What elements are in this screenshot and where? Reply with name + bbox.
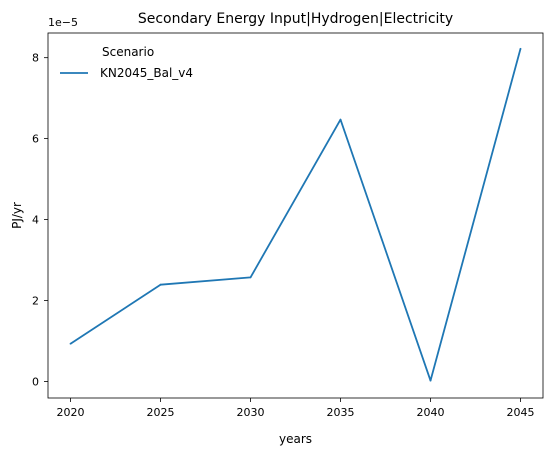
data-point [249,276,252,279]
data-point [519,47,522,50]
y-axis-ticks: 0 2 4 6 8 [32,52,48,388]
y-tick-label: 6 [32,133,39,146]
data-point [159,283,162,286]
y-tick-label: 4 [32,214,39,227]
x-tick-label: 2030 [237,406,265,419]
y-offset-label: 1e−5 [48,16,78,29]
data-point [339,118,342,121]
plot-area [47,32,544,399]
legend-label: KN2045_Bal_v4 [100,66,193,80]
y-tick-label: 2 [32,294,39,307]
y-tick-label: 0 [32,375,39,388]
y-tick-label: 8 [32,52,39,65]
data-point [429,379,432,382]
x-tick-label: 2020 [57,406,85,419]
series-layer [69,47,522,382]
x-tick-label: 2025 [147,406,175,419]
x-tick-label: 2045 [507,406,535,419]
x-axis-ticks: 2020 2025 2030 2035 2040 2045 [57,398,535,419]
x-tick-label: 2040 [417,406,445,419]
legend: Scenario KN2045_Bal_v4 [60,45,193,80]
y-axis-label: PJ/yr [10,202,24,229]
chart-title: Secondary Energy Input|Hydrogen|Electric… [138,11,453,27]
series-line [70,48,522,382]
legend-title: Scenario [102,45,154,59]
x-axis-label: years [279,432,312,446]
data-point [69,342,72,345]
x-tick-label: 2035 [327,406,355,419]
